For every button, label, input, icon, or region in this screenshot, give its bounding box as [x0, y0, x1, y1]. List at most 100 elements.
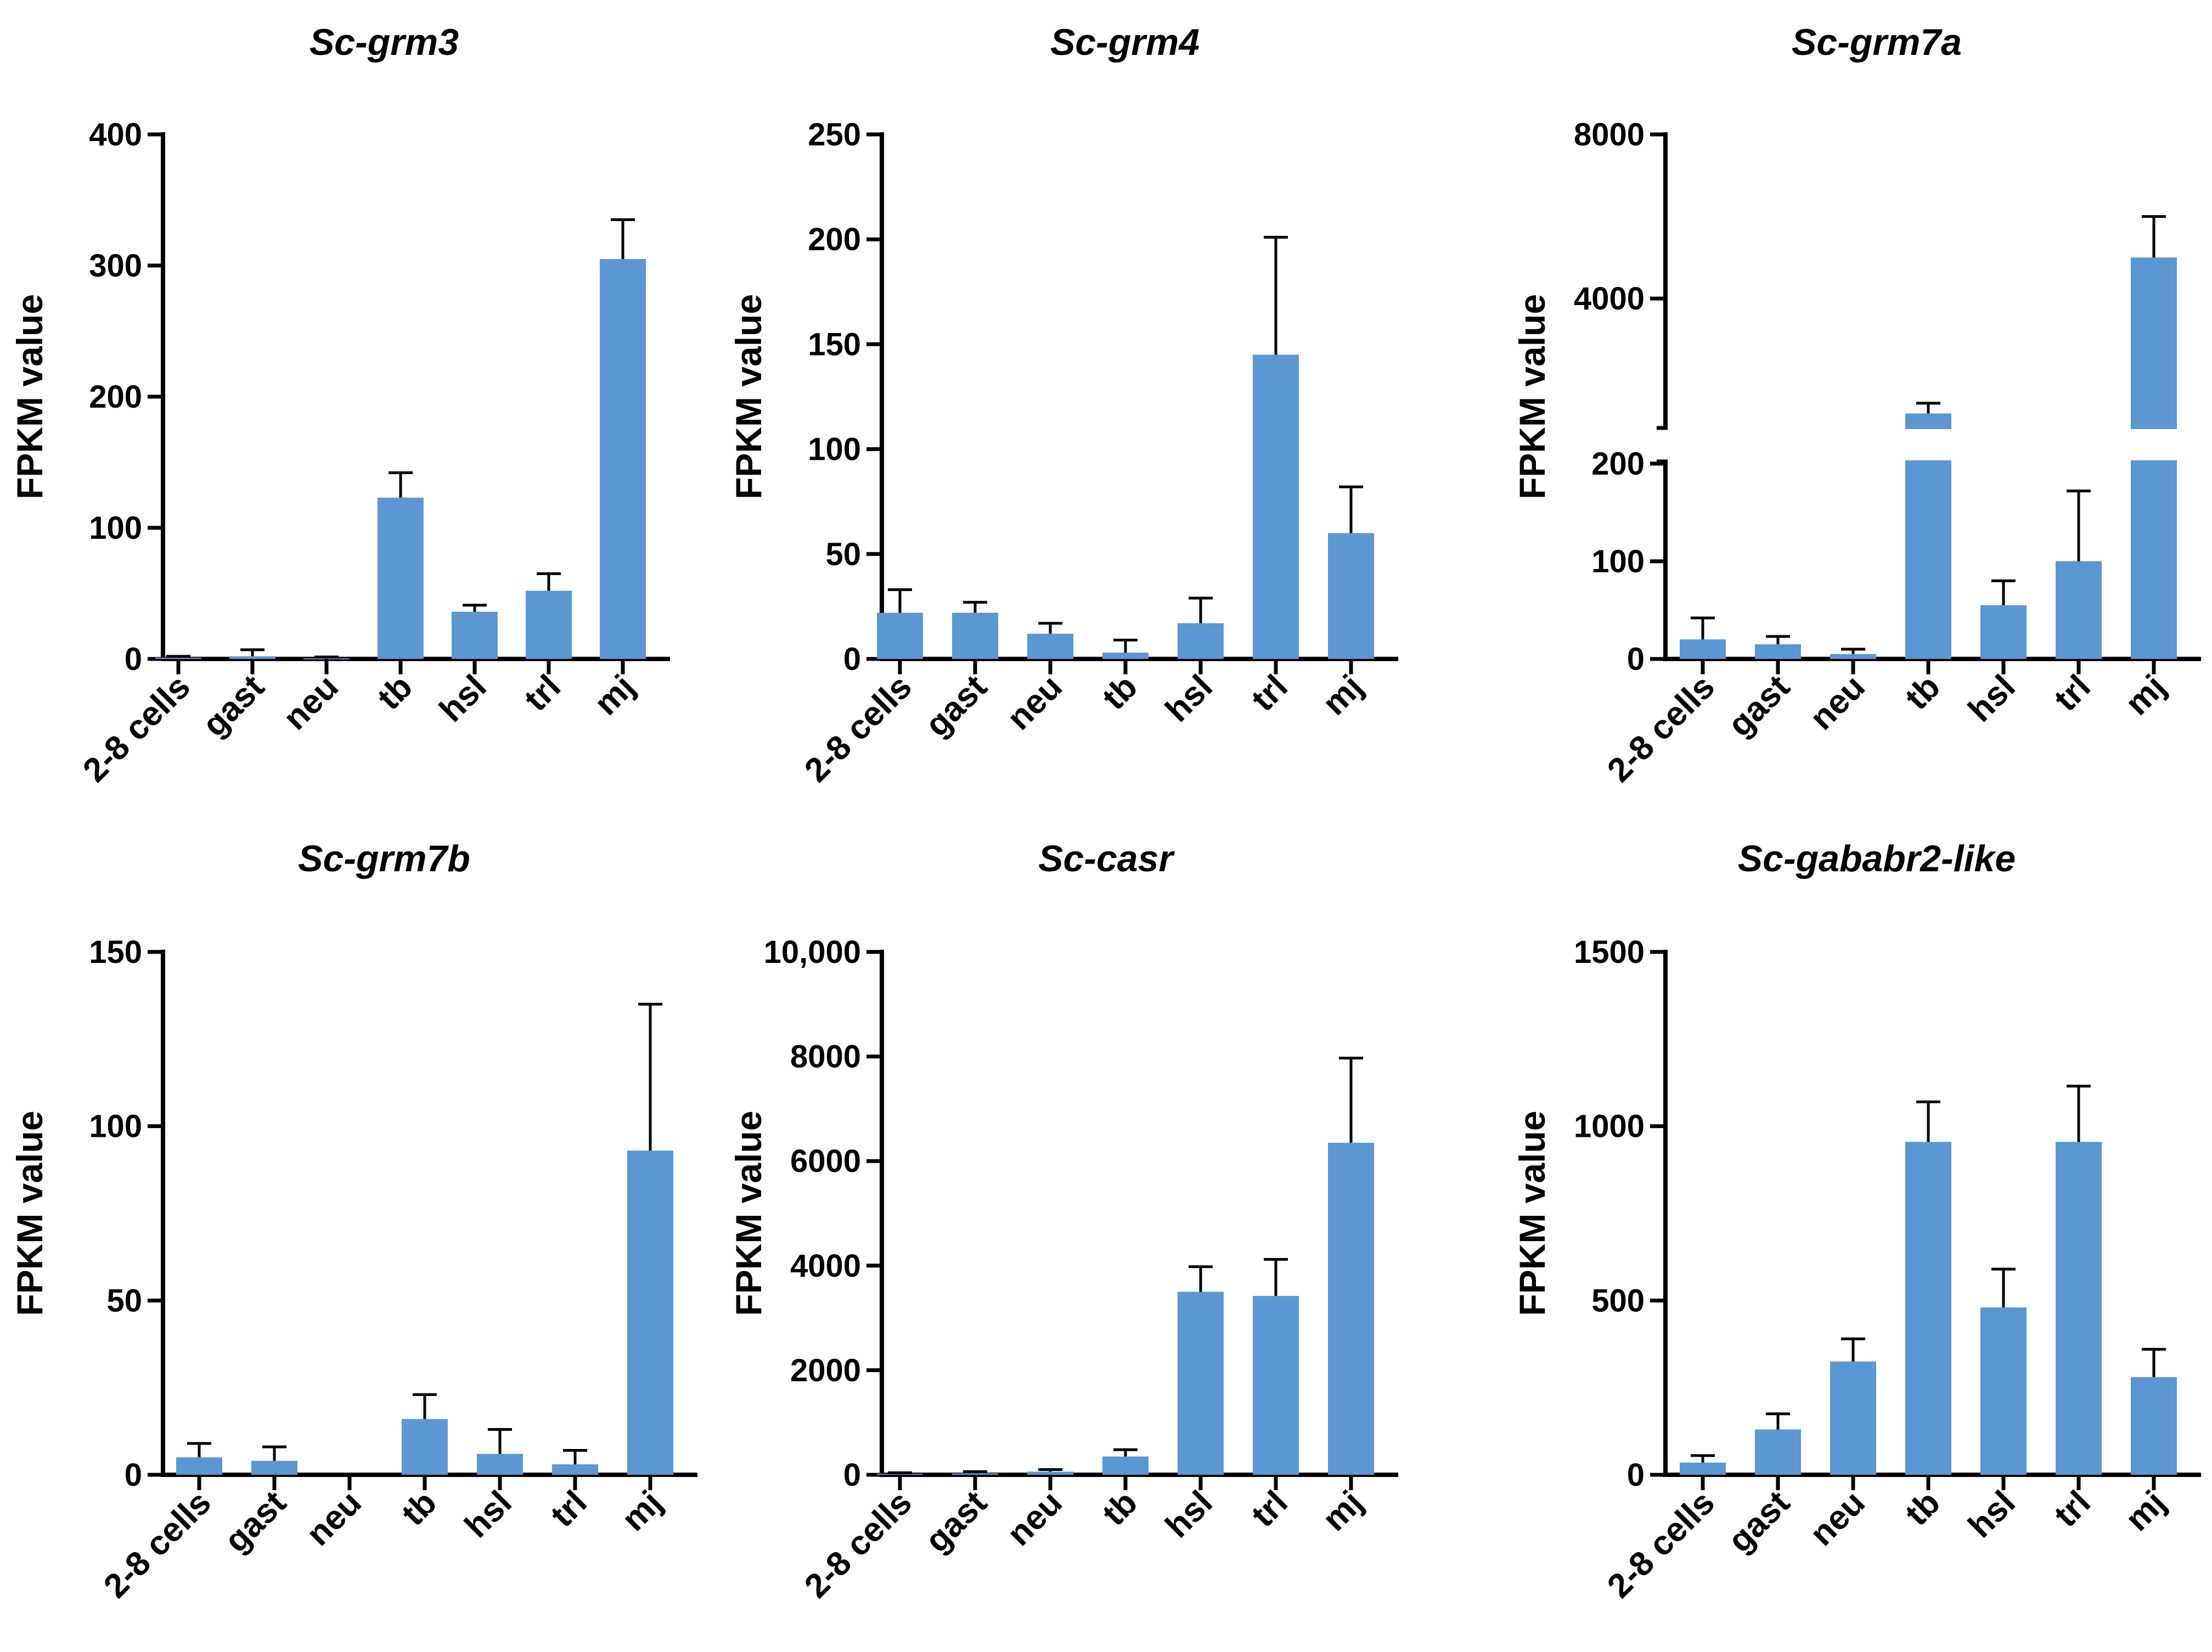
y-tick-label: 1500 — [1574, 934, 1645, 970]
y-tick-label: 0 — [1627, 641, 1645, 677]
x-tick-label: trl — [2047, 1484, 2098, 1535]
bar-hsl — [1980, 1307, 2027, 1475]
bar-neu — [1830, 1361, 1876, 1475]
y-tick-label: 200 — [808, 222, 861, 257]
y-tick-label: 150 — [89, 934, 142, 970]
x-tick-label: gast — [1721, 1484, 1797, 1560]
x-tick-label: neu — [276, 668, 346, 737]
y-axis-label: FPKM value — [9, 1110, 50, 1316]
bar-gast — [952, 1473, 998, 1475]
y-tick-label: 200 — [89, 379, 142, 415]
y-tick-label: 200 — [1591, 446, 1645, 482]
bar-trl — [1253, 354, 1299, 659]
bar-mj — [1328, 533, 1374, 659]
bar-gast — [1755, 1429, 1801, 1475]
x-tick-label: 2-8 cells — [1600, 1484, 1722, 1605]
x-tick-label: tb — [370, 668, 420, 717]
bar-mj — [627, 1151, 673, 1475]
bar-2-8-cells — [1680, 1462, 1726, 1475]
bar-gast — [229, 656, 275, 659]
chart-panel-4: Sc-grm7b FPKM value 0 50 100 150 2-8 cellsgast… — [9, 838, 697, 1605]
chart-panel-5: Sc-casr FPKM value 0 2000 4000 6000 8000 10,000… — [728, 838, 1398, 1605]
y-tick-label: 4000 — [1574, 281, 1645, 317]
y-tick-label: 0 — [125, 1457, 142, 1493]
bar-trl — [552, 1464, 598, 1475]
x-tick-label: hsl — [1158, 1484, 1220, 1545]
chart-panel-3: Sc-grm7a FPKM value 0 100 200 4000 8000 2-8 cel… — [1512, 21, 2204, 790]
bar-gast — [1755, 644, 1801, 659]
bar-trl — [2056, 561, 2102, 659]
y-tick-label: 4000 — [790, 1248, 861, 1284]
y-axis-label: FPKM value — [1512, 1110, 1552, 1316]
y-tick-label: 10,000 — [764, 934, 861, 970]
x-tick-label: 2-8 cells — [797, 1484, 919, 1605]
bar-trl — [1253, 1296, 1299, 1475]
y-tick-label: 0 — [843, 641, 861, 677]
x-tick-label: 2-8 cells — [97, 1484, 218, 1605]
bar-neu — [1027, 634, 1073, 659]
bar-hsl — [1980, 605, 2027, 659]
x-tick-label: trl — [543, 1484, 594, 1535]
panel-title: Sc-grm7a — [1792, 21, 1962, 63]
x-tick-label: trl — [1244, 668, 1295, 719]
x-tick-label: trl — [1244, 1484, 1295, 1535]
bar-2-8-cells — [155, 657, 201, 659]
bar-2-8-cells — [176, 1457, 222, 1475]
bar-mj — [2131, 1377, 2177, 1475]
panel-title: Sc-grm3 — [309, 21, 459, 63]
x-tick-label: gast — [195, 668, 272, 744]
chart-panel-1: Sc-grm3 FPKM value 0 100 200 300 400 2-8 cellsg… — [9, 21, 670, 790]
y-tick-label: 400 — [89, 117, 142, 153]
y-tick-label: 50 — [106, 1283, 142, 1318]
y-tick-label: 0 — [125, 641, 142, 677]
x-tick-label: tb — [1095, 1484, 1145, 1533]
x-tick-label: 2-8 cells — [1600, 668, 1722, 790]
x-tick-label: gast — [918, 1484, 994, 1560]
chart-panel-6: Sc-gababr2-like FPKM value 0 500 1000 1500 2-8… — [1512, 838, 2201, 1605]
y-axis-label: FPKM value — [1512, 294, 1552, 499]
x-tick-label: mj — [1315, 668, 1370, 723]
y-tick-label: 100 — [89, 1109, 142, 1144]
y-tick-label: 0 — [1627, 1457, 1645, 1493]
x-tick-label: mj — [615, 1484, 669, 1538]
bar-neu — [1027, 1471, 1073, 1475]
x-tick-label: mj — [587, 668, 642, 723]
x-tick-label: gast — [1721, 668, 1797, 744]
y-tick-label: 250 — [808, 117, 861, 153]
x-tick-label: gast — [918, 668, 994, 744]
y-tick-label: 0 — [843, 1457, 861, 1493]
x-tick-label: 2-8 cells — [76, 668, 198, 790]
y-axis-label: FPKM value — [728, 294, 769, 499]
x-tick-label: trl — [517, 668, 568, 719]
x-tick-label: 2-8 cells — [797, 668, 919, 790]
x-tick-label: hsl — [1158, 668, 1220, 729]
bar-2-8-cells — [1680, 639, 1726, 659]
bar-hsl — [1178, 1292, 1224, 1475]
y-tick-label: 1000 — [1574, 1109, 1645, 1144]
y-tick-label: 6000 — [790, 1143, 861, 1179]
bar-tb — [378, 498, 424, 659]
x-tick-label: mj — [1315, 1484, 1370, 1538]
y-tick-label: 8000 — [1574, 117, 1645, 153]
x-tick-label: neu — [299, 1484, 369, 1553]
bar-gast — [952, 612, 998, 659]
x-tick-label: gast — [217, 1484, 294, 1560]
y-tick-label: 100 — [1591, 544, 1645, 579]
x-tick-label: tb — [1095, 668, 1145, 717]
bar-hsl — [452, 611, 498, 659]
panel-title: Sc-casr — [1038, 838, 1175, 879]
panel-title: Sc-grm4 — [1050, 21, 1200, 63]
bar-hsl — [477, 1453, 523, 1475]
x-tick-label: trl — [2047, 668, 2098, 719]
bar-2-8-cells — [877, 1474, 923, 1475]
x-tick-label: mj — [2118, 668, 2173, 723]
x-tick-label: hsl — [432, 668, 494, 729]
x-tick-label: hsl — [1961, 1484, 2023, 1545]
x-tick-label: tb — [395, 1484, 444, 1533]
x-tick-label: neu — [1000, 1484, 1070, 1553]
y-tick-label: 50 — [825, 537, 861, 572]
bar-neu — [303, 658, 350, 659]
x-tick-label: neu — [1000, 668, 1070, 737]
y-tick-label: 100 — [808, 432, 861, 467]
